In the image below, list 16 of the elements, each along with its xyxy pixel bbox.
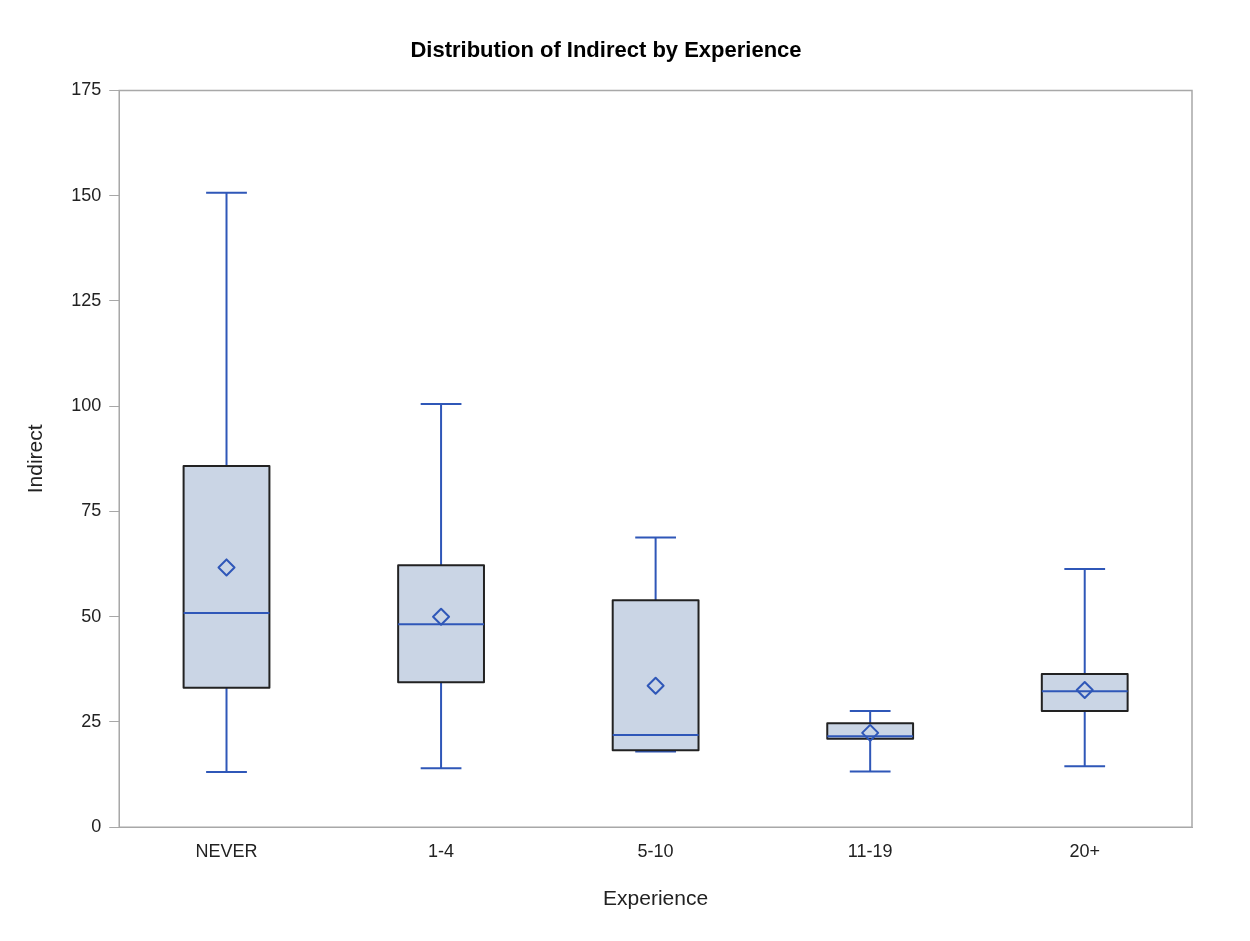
y-tick-label: 175: [71, 79, 102, 100]
y-tick-label: 75: [81, 500, 102, 521]
y-tick-label: 150: [71, 184, 102, 205]
x-tick-label: 5-10: [637, 840, 674, 861]
y-axis-title: Indirect: [23, 424, 47, 494]
x-tick-label: 11-19: [847, 840, 893, 861]
x-tick-label: NEVER: [195, 840, 258, 861]
chart-title: Distribution of Indirect by Experience: [410, 37, 802, 63]
y-tick-label: 25: [81, 710, 102, 731]
x-axis-title: Experience: [603, 886, 709, 910]
x-tick-label: 20+: [1069, 840, 1100, 861]
y-tick-label: 100: [71, 395, 102, 416]
x-tick-label: 1-4: [428, 840, 455, 861]
y-tick-label: 125: [71, 289, 102, 310]
y-tick-label: 50: [81, 605, 102, 626]
y-tick-label: 0: [91, 816, 102, 837]
